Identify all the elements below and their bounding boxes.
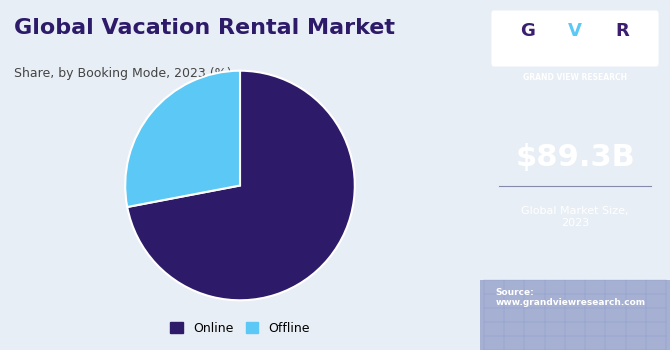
Wedge shape (125, 71, 240, 207)
Text: Share, by Booking Mode, 2023 (%): Share, by Booking Mode, 2023 (%) (14, 66, 232, 79)
Text: GRAND VIEW RESEARCH: GRAND VIEW RESEARCH (523, 72, 627, 82)
Text: V: V (568, 22, 582, 41)
Legend: Online, Offline: Online, Offline (165, 317, 315, 340)
Text: G: G (520, 22, 535, 41)
Text: R: R (616, 22, 629, 41)
Text: Global Market Size,
2023: Global Market Size, 2023 (521, 206, 628, 228)
Text: Global Vacation Rental Market: Global Vacation Rental Market (14, 18, 395, 37)
Text: $89.3B: $89.3B (515, 143, 635, 172)
Bar (480, 280, 670, 350)
Text: Source:
www.grandviewresearch.com: Source: www.grandviewresearch.com (495, 288, 645, 307)
FancyBboxPatch shape (491, 10, 659, 66)
Wedge shape (127, 71, 355, 300)
